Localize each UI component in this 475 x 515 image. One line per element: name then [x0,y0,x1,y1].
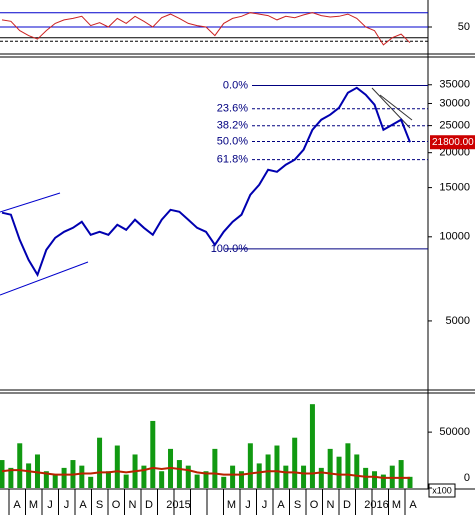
fib-label: 0.0% [223,79,248,91]
x-tick-label: O [112,499,121,511]
volume-bar [203,471,209,488]
volume-bar [283,465,289,488]
unit-label: x100 [432,485,452,495]
x-tick-label: S [96,499,103,511]
volume-bar [212,448,218,488]
x-tick-label: M [392,499,401,511]
volume-bar [389,465,395,488]
volume-bar [34,454,40,488]
volume-bar [327,448,333,488]
volume-bar [97,437,103,488]
volume-bar [292,437,298,488]
volume-bar [8,467,14,488]
y-tick-label: 35000 [439,79,470,91]
trend-line [379,94,413,121]
volume-bar [26,463,32,488]
trend-line [0,192,61,213]
volume-bar [301,465,307,488]
volume-bar [256,463,262,488]
unit-box [428,483,456,498]
x-tick-label: N [129,499,137,511]
x-tick-label: M [227,499,236,511]
x-tick-label: J [262,499,268,511]
x-tick-label: 2015 [166,499,190,511]
x-tick-label: A [13,499,21,511]
volume-bar [141,465,147,488]
volume-bar [230,465,236,488]
volume-bar [61,467,67,488]
y-tick-label: 0 [464,472,470,484]
x-tick-label: A [79,499,87,511]
fib-label: 100.0% [211,243,249,255]
volume-bar [318,467,324,488]
volume-bar [185,465,191,488]
fib-label: 61.8% [217,154,248,166]
x-tick-label: J [64,499,70,511]
volume-bar [274,445,280,488]
volume-bar [79,465,85,488]
price-line [1,12,411,46]
x-tick-label: O [310,499,319,511]
fib-label: 50.0% [217,135,248,147]
x-tick-label: N [327,499,335,511]
y-tick-label: 50 [458,21,470,33]
price-line [1,86,411,278]
volume-bar [194,474,200,488]
trend-line [371,87,411,129]
x-tick-label: D [145,499,153,511]
x-tick-label: D [343,499,351,511]
x-tick-label: A [409,499,417,511]
volume-bar [150,420,156,488]
volume-bar [398,460,404,488]
volume-bar [43,471,49,488]
volume-bar [407,476,413,488]
x-tick-label: M [29,499,38,511]
volume-bar [247,443,253,488]
volume-bar [88,476,94,488]
y-tick-label: 10000 [439,231,470,243]
x-tick-label: J [47,499,53,511]
volume-bar [52,474,58,488]
x-tick-label: J [245,499,251,511]
volume-bar [114,445,120,488]
x-tick-label: 2016 [364,499,388,511]
volume-bar [363,467,369,488]
trend-line [0,261,89,296]
volume-bar [354,454,360,488]
volume-bar [345,443,351,488]
volume-bar [309,404,315,488]
y-tick-label: 50000 [439,426,470,438]
x-tick-label: A [277,499,285,511]
y-tick-label: 5000 [446,315,470,327]
fib-label: 38.2% [217,120,248,132]
volume-bar [176,460,182,488]
x-tick-label: S [294,499,301,511]
fib-label: 23.6% [217,103,248,115]
volume-bar [0,460,5,488]
volume-bar [159,471,165,488]
y-tick-label: 30000 [439,97,470,109]
volume-bar [105,471,111,488]
volume-average [1,466,410,479]
volume-bar [17,443,23,488]
y-tick-label: 20000 [439,147,470,159]
last-price-label: 21800.00 [432,137,474,148]
volume-bar [123,474,129,488]
volume-bar [221,476,227,488]
volume-bar [238,471,244,488]
last-price-box [430,135,475,150]
y-tick-label: 25000 [439,120,470,132]
volume-bar [372,471,378,488]
volume-bar [336,456,342,488]
volume-bar [380,474,386,488]
y-tick-label: 15000 [439,182,470,194]
